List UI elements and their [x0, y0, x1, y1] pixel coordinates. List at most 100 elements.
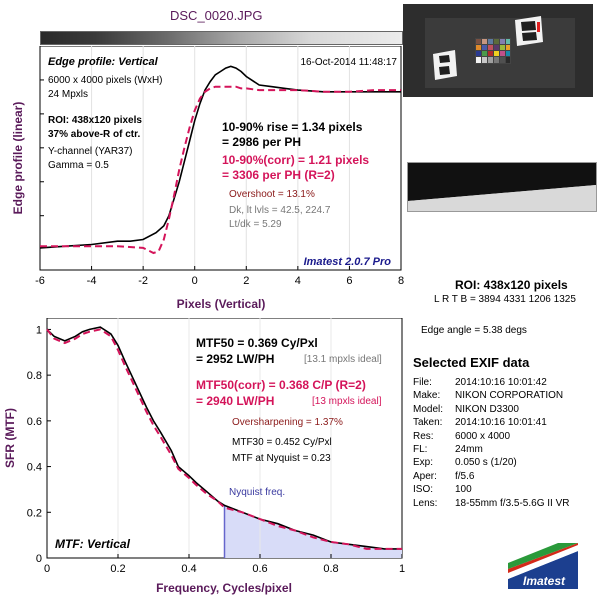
exif-title: Selected EXIF data — [413, 355, 530, 370]
nyquist-label: Nyquist freq. — [229, 487, 285, 498]
mtf-y-tick-label: 0 — [36, 553, 42, 565]
test-chart-thumbnail — [403, 4, 593, 97]
edge-gamma-line: Gamma = 0.5 — [48, 160, 109, 171]
edge-info-line-1: 6000 x 4000 pixels (WxH) — [48, 75, 163, 86]
mtf-grid — [46, 318, 403, 559]
edge-profile-title: Edge profile: Vertical — [48, 56, 159, 68]
exif-row: File: 2014:10:16 10:01:42 — [413, 376, 570, 389]
rise-value: 10-90% rise = 1.34 pixels — [222, 120, 363, 134]
edge-x-tick-label: -2 — [138, 275, 148, 287]
thumbnail-image — [403, 4, 593, 97]
mtf-y-tick-label: 0.4 — [27, 462, 42, 474]
mtf-y-tick-label: 1 — [36, 324, 42, 336]
edge-series-measured — [39, 65, 401, 249]
mtf-title: MTF: Vertical — [55, 537, 131, 551]
edge-x-tick-label: 2 — [243, 275, 249, 287]
light-dark-ratio: Lt/dk = 5.29 — [229, 219, 282, 230]
exif-value: 0.050 s (1/20) — [455, 457, 517, 469]
mtf-chart: 0 0.2 0.4 0.6 0.8 1 0 0.2 0.4 0.6 0.8 1 MTF50 = 0.3… — [3, 318, 405, 595]
rise-corr-ph: = 3306 per PH (R=2) — [222, 168, 335, 182]
roi-crop-svg — [408, 163, 596, 211]
mtf-series-measured — [46, 326, 402, 550]
exif-row: ISO: 100 — [413, 483, 570, 496]
edge-tick-labels: -6 -4 -2 0 2 4 6 8 — [35, 275, 404, 287]
edge-x-tick-label: 6 — [346, 275, 352, 287]
mtf-y-tick-label: 0.2 — [27, 507, 42, 519]
mtf50-ideal: [13.1 mpxls ideal] — [304, 354, 382, 365]
rise-ph: = 2986 per PH — [222, 135, 301, 149]
dark-light-levels: Dk, lt lvls = 42.5, 224.7 — [229, 205, 331, 216]
mtf-series-corrected — [46, 328, 402, 550]
edge-x-tick-label: -6 — [35, 275, 45, 287]
edge-x-tick-label: -4 — [87, 275, 97, 287]
exif-key: FL: — [413, 443, 428, 455]
mtf-x-tick-label: 1 — [399, 563, 405, 575]
nyquist-fill — [224, 505, 402, 558]
mtf50-corr-lw: = 2940 LW/PH — [196, 394, 274, 408]
grayscale-ramp — [40, 31, 403, 45]
exif-row: Aper: f/5.6 — [413, 470, 570, 483]
mtf50-corr-value: MTF50(corr) = 0.368 C/P (R=2) — [196, 378, 366, 392]
edge-profile-chart: -6 -4 -2 0 2 4 6 8 Edge profile: Vertical 16-Oc… — [11, 46, 404, 311]
logo-text: Imatest — [523, 574, 566, 588]
mtf-x-tick-label: 0.4 — [181, 563, 196, 575]
mtf50-value: MTF50 = 0.369 Cy/Pxl — [196, 336, 318, 350]
edge-xlabel: Pixels (Vertical) — [177, 297, 266, 311]
exif-key: File: — [413, 377, 432, 388]
exif-row: Make: NIKON CORPORATION — [413, 389, 570, 402]
exif-row: Taken: 2014:10:16 10:01:41 — [413, 416, 570, 429]
mtf-ylabel: SFR (MTF) — [3, 408, 17, 468]
edge-plot-frame — [39, 46, 402, 271]
exif-table: File: 2014:10:16 10:01:42 Make: NIKON CORP… — [413, 376, 570, 510]
edge-x-tick-label: 8 — [398, 275, 404, 287]
exif-value: f/5.6 — [455, 470, 475, 482]
exif-value: 24mm — [455, 443, 483, 455]
mtf-x-tick-label: 0.8 — [323, 563, 338, 575]
edge-angle: Edge angle = 5.38 degs — [421, 325, 527, 336]
mtf50-corr-ideal: [13 mpxls ideal] — [312, 396, 382, 407]
exif-value: 6000 x 4000 — [455, 430, 511, 442]
edge-grid — [39, 46, 402, 270]
exif-key: Lens: — [413, 497, 438, 509]
roi-title: ROI: 438x120 pixels — [455, 278, 568, 292]
mtf30-value: MTF30 = 0.452 Cy/Pxl — [232, 437, 332, 448]
mtf50-lw: = 2952 LW/PH — [196, 352, 274, 366]
exif-key: ISO: — [413, 484, 434, 496]
mtf-series-group — [46, 326, 402, 550]
edge-ylabel: Edge profile (linear) — [11, 102, 25, 215]
mtf-x-tick-label: 0.2 — [110, 563, 125, 575]
exif-key: Exp: — [413, 457, 434, 469]
roi-crop-image — [407, 162, 597, 212]
mtf-y-tick-label: 0.8 — [27, 370, 42, 382]
exif-row: Res: 6000 x 4000 — [413, 430, 570, 443]
exif-row: Exp: 0.050 s (1/20) — [413, 456, 570, 469]
imatest-logo: Imatest — [508, 543, 578, 589]
edge-channel-line: Y-channel (YAR37) — [48, 146, 133, 157]
exif-key: Taken: — [413, 417, 443, 429]
nyquist-region — [223, 505, 402, 558]
exif-value: NIKON D3300 — [455, 403, 519, 415]
roi-coords: L R T B = 3894 4331 1206 1325 — [434, 294, 576, 305]
exif-key: Res: — [413, 430, 434, 442]
mtf-xlabel: Frequency, Cycles/pixel — [156, 581, 292, 595]
edge-series-group — [39, 65, 401, 255]
exif-key: Model: — [413, 403, 444, 415]
mtf-tick-labels: 0 0.2 0.4 0.6 0.8 1 0 0.2 0.4 0.6 0.8 1 — [27, 324, 405, 575]
edge-x-tick-label: 4 — [295, 275, 301, 287]
edge-roi-line-1: ROI: 438x120 pixels — [48, 115, 142, 126]
exif-row: Lens: 18-55mm f/3.5-5.6G II VR — [413, 497, 570, 510]
exif-value: 18-55mm f/3.5-5.6G II VR — [455, 497, 570, 509]
exif-row: FL: 24mm — [413, 443, 570, 456]
rise-corr-value: 10-90%(corr) = 1.21 pixels — [222, 153, 369, 167]
edge-timestamp: 16-Oct-2014 11:48:17 — [300, 57, 397, 68]
file-title: DSC_0020.JPG — [170, 8, 263, 23]
exif-value: 2014:10:16 10:01:42 — [455, 377, 547, 388]
exif-value: 2014:10:16 10:01:41 — [455, 417, 547, 429]
exif-row: Model: NIKON D3300 — [413, 403, 570, 416]
mtf-x-tick-label: 0.6 — [252, 563, 267, 575]
oversharpening-text: Oversharpening = 1.37% — [232, 417, 343, 428]
exif-value: 100 — [455, 484, 472, 496]
edge-series-corrected — [40, 85, 401, 255]
edge-roi-line-2: 37% above-R of ctr. — [48, 129, 140, 140]
imatest-version: Imatest 2.0.7 Pro — [304, 256, 392, 268]
